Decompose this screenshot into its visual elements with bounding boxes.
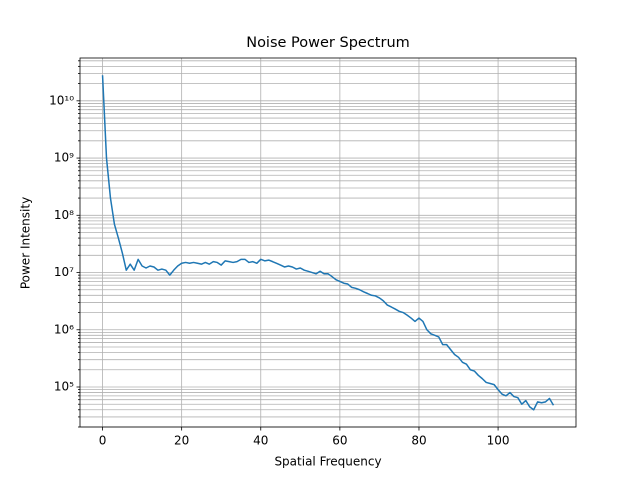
y-tick-label: 10⁸ [54,208,74,222]
x-tick-label: 80 [411,434,426,448]
y-tick-label: 10⁷ [54,265,74,279]
chart-title: Noise Power Spectrum [246,35,410,51]
y-tick-label: 10⁵ [54,379,74,393]
y-tick-label: 10⁶ [54,322,74,336]
x-axis-label: Spatial Frequency [274,455,381,469]
x-tick-label: 0 [99,434,107,448]
plot-frame [79,57,577,428]
x-tick-label: 60 [332,434,347,448]
data-line [101,75,555,411]
x-tick-label: 40 [253,434,268,448]
y-tick-label: 10¹⁰ [49,93,74,107]
x-tick-label: 100 [487,434,510,448]
y-tick-label: 10⁹ [54,151,74,165]
x-tick-label: 20 [174,434,189,448]
y-axis-label: Power Intensity [19,197,33,289]
